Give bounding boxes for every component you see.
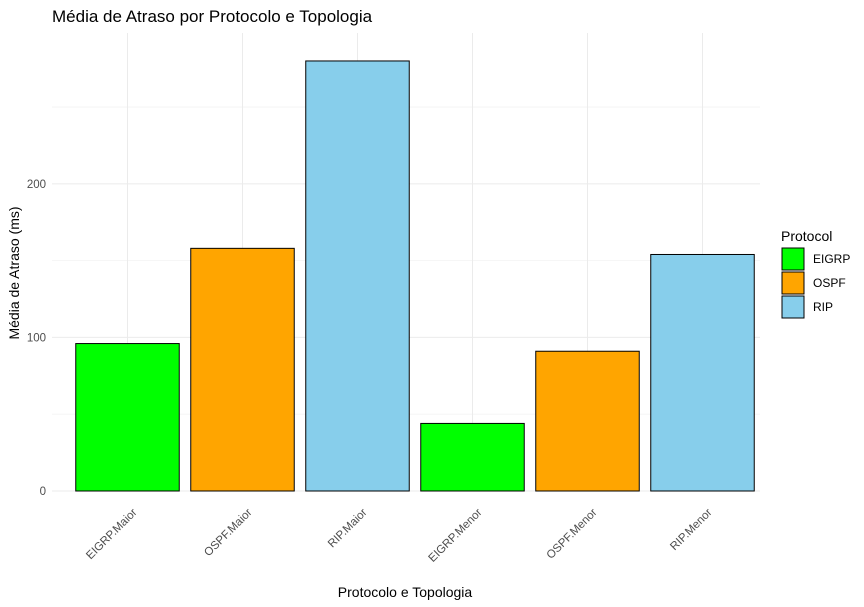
y-axis-title: Média de Atraso (ms) bbox=[6, 206, 22, 339]
chart-title: Média de Atraso por Protocolo e Topologi… bbox=[52, 7, 373, 26]
legend-title: Protocol bbox=[781, 228, 832, 244]
y-tick-label: 100 bbox=[27, 332, 46, 344]
bar-eigrp-maior bbox=[75, 343, 180, 492]
x-tick-label: EIGRP.Maior bbox=[84, 507, 139, 562]
x-tick-label: RIP.Maior bbox=[326, 507, 370, 551]
y-tick-label: 0 bbox=[40, 486, 46, 498]
y-axis-ticks: 0 100 200 bbox=[27, 179, 46, 498]
x-tick-label: RIP.Menor bbox=[668, 507, 714, 553]
legend-swatch-ospf bbox=[781, 271, 805, 295]
x-tick-label: OSPF.Maior bbox=[202, 507, 254, 559]
legend-swatch-rip bbox=[781, 295, 805, 319]
bar-eigrp-menor bbox=[420, 422, 525, 492]
legend: Protocol EIGRP OSPF RIP bbox=[781, 228, 850, 319]
y-tick-label: 200 bbox=[27, 179, 46, 191]
legend-label-rip: RIP bbox=[813, 300, 833, 314]
legend-label-eigrp: EIGRP bbox=[813, 252, 850, 266]
x-tick-label: EIGRP.Menor bbox=[427, 507, 485, 565]
x-axis-title: Protocolo e Topologia bbox=[338, 584, 473, 600]
legend-swatch-eigrp bbox=[781, 247, 805, 271]
bar-ospf-maior bbox=[190, 247, 295, 492]
x-axis-ticks: EIGRP.Maior OSPF.Maior RIP.Maior EIGRP.Meno… bbox=[84, 507, 714, 565]
bar-rip-maior bbox=[305, 60, 410, 492]
bars bbox=[75, 60, 755, 492]
x-tick-label: OSPF.Menor bbox=[545, 507, 600, 562]
bar-rip-menor bbox=[650, 253, 755, 492]
bar-ospf-menor bbox=[535, 350, 640, 492]
legend-label-ospf: OSPF bbox=[813, 276, 846, 290]
